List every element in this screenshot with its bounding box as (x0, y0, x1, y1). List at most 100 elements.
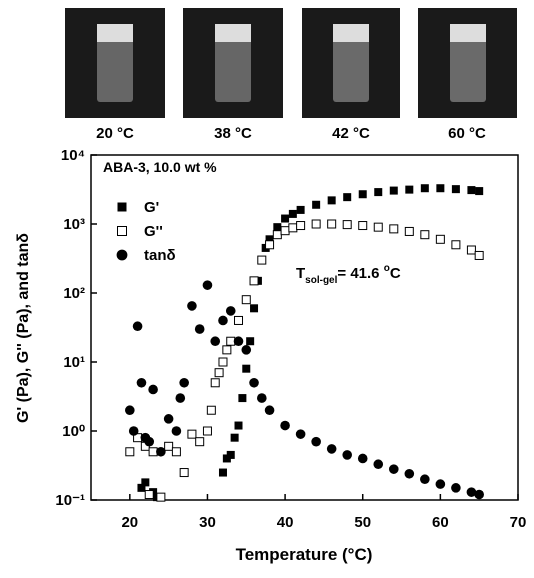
data-point (179, 377, 189, 388)
data-point (163, 414, 174, 424)
data-point (210, 378, 220, 388)
data-point (467, 186, 476, 195)
data-point (128, 426, 139, 436)
chart-title: ABA-3, 10.0 wt % (103, 159, 217, 175)
data-point (296, 221, 306, 231)
data-point (435, 479, 446, 489)
data-point (156, 492, 166, 502)
data-point (257, 393, 267, 403)
legend-marker (117, 202, 127, 212)
data-point (156, 446, 166, 457)
data-point (250, 304, 259, 313)
data-point (264, 405, 275, 416)
y-tick-label: 10³ (63, 216, 85, 233)
data-point (257, 255, 267, 265)
data-point (195, 437, 205, 447)
data-point (311, 436, 321, 447)
data-point (466, 245, 476, 255)
vial-cap (215, 24, 251, 42)
data-point (226, 336, 236, 346)
data-point (342, 220, 352, 230)
legend-label: G'' (144, 223, 163, 240)
data-point (288, 209, 297, 218)
plot-frame (90, 154, 519, 501)
data-point (187, 429, 197, 439)
data-point (373, 459, 384, 470)
x-tick-label: 70 (510, 514, 527, 531)
vial-cap (97, 24, 133, 42)
legend-marker (116, 249, 128, 261)
data-point (144, 490, 154, 500)
y-axis-label: G' (Pa), G'' (Pa), and tanδ (15, 233, 32, 423)
data-point (238, 394, 247, 403)
data-point (265, 240, 275, 250)
data-point (202, 426, 212, 436)
vial (450, 30, 486, 102)
data-point (326, 444, 337, 454)
y-tick-label: 10⁻¹ (55, 492, 85, 509)
data-point (265, 235, 274, 244)
x-tick-label: 20 (121, 514, 138, 531)
data-point (141, 478, 150, 487)
data-point (144, 436, 155, 447)
x-tick-label: 60 (432, 514, 449, 531)
data-point (249, 276, 259, 286)
data-point (404, 226, 414, 236)
data-point (451, 185, 460, 194)
data-point (475, 187, 484, 196)
data-point (136, 377, 147, 388)
vial (333, 30, 369, 102)
data-point (420, 230, 430, 240)
x-tick-label: 50 (354, 514, 371, 531)
data-point (171, 447, 181, 457)
data-point (435, 234, 445, 244)
photo-label: 38 °C (214, 125, 252, 142)
data-point (451, 240, 461, 250)
data-point (281, 214, 290, 223)
vial-cap (450, 24, 486, 42)
data-point (327, 219, 337, 229)
data-point (194, 324, 205, 334)
data-point (210, 336, 221, 347)
data-point (373, 222, 383, 232)
data-point (137, 483, 146, 492)
data-point (358, 190, 367, 199)
data-point (389, 224, 399, 234)
data-point (226, 450, 235, 459)
data-point (222, 345, 232, 355)
data-point (343, 193, 352, 202)
data-point (420, 184, 429, 193)
data-point (280, 226, 290, 236)
data-point (132, 321, 143, 332)
data-point (225, 306, 236, 316)
x-tick-label: 40 (277, 514, 294, 531)
data-point (234, 315, 244, 325)
data-point (404, 468, 415, 479)
y-tick-label: 10⁴ (61, 147, 85, 164)
data-point (175, 393, 186, 403)
legend-marker (117, 226, 127, 236)
data-point (125, 405, 135, 416)
data-point (273, 223, 282, 232)
data-point (218, 357, 228, 367)
data-point (374, 188, 383, 197)
data-point (218, 315, 228, 326)
data-point (312, 200, 321, 209)
data-point (405, 185, 414, 194)
data-point (288, 223, 298, 233)
data-point (214, 368, 224, 378)
data-point (358, 221, 368, 231)
data-point (206, 405, 216, 415)
data-point (218, 468, 227, 477)
vial-cap (333, 24, 369, 42)
x-tick-label: 30 (199, 514, 216, 531)
photo-label: 60 °C (448, 125, 486, 142)
data-point (272, 230, 282, 240)
data-point (125, 447, 135, 457)
y-tick-label: 10⁰ (62, 423, 85, 440)
data-point (202, 280, 213, 290)
data-point (327, 196, 336, 205)
data-point (357, 453, 368, 464)
data-point (474, 489, 484, 500)
